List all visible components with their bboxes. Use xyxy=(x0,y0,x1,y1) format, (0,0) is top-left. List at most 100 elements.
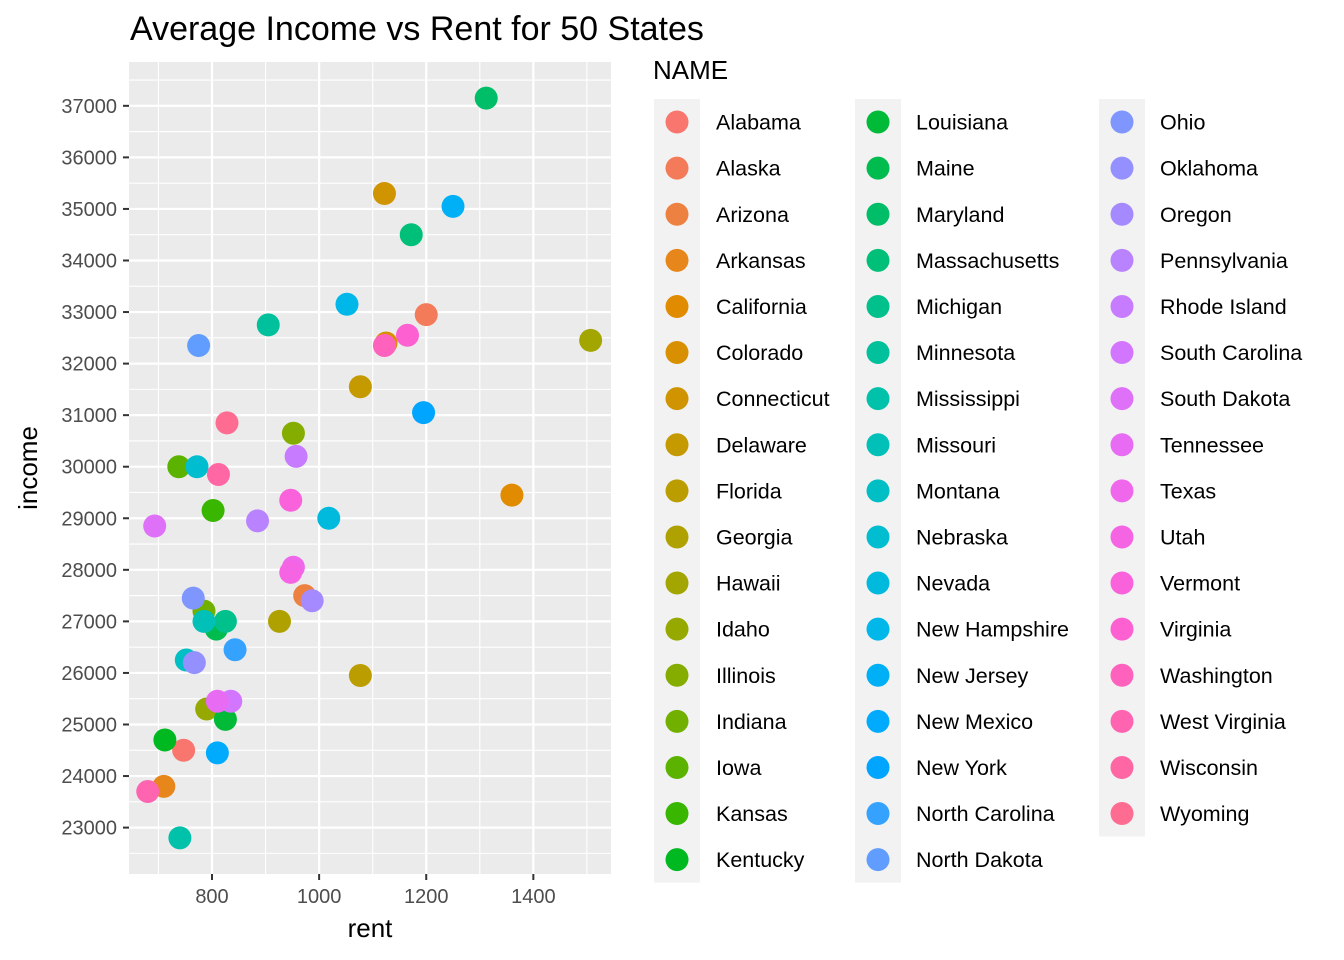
legend-label: New Jersey xyxy=(916,664,1029,688)
data-point xyxy=(412,401,436,425)
data-point xyxy=(279,560,303,584)
data-point xyxy=(187,334,211,358)
legend-label: Oregon xyxy=(1160,203,1232,227)
data-point xyxy=(167,455,191,479)
y-tick-label: 37000 xyxy=(61,96,117,118)
data-point xyxy=(213,609,237,633)
legend-label: Alaska xyxy=(716,157,781,181)
data-point xyxy=(395,323,419,347)
data-point xyxy=(172,738,196,762)
legend-key xyxy=(665,802,689,826)
legend-label: Arizona xyxy=(716,203,789,227)
data-point xyxy=(372,334,396,358)
x-tick-label: 800 xyxy=(195,886,228,908)
data-point xyxy=(213,707,237,731)
x-tick-label: 1400 xyxy=(511,886,556,908)
legend-key xyxy=(665,387,689,411)
y-tick-label: 28000 xyxy=(61,560,117,582)
legend-label: Idaho xyxy=(716,618,770,642)
legend-label: Iowa xyxy=(716,756,761,780)
legend-label: Wyoming xyxy=(1160,802,1249,826)
legend-key xyxy=(1110,663,1134,687)
legend-key xyxy=(866,525,890,549)
legend-label: Delaware xyxy=(716,433,807,457)
data-point xyxy=(474,86,498,110)
data-point xyxy=(281,421,305,445)
legend-label: Hawaii xyxy=(716,572,781,596)
legend-key xyxy=(1110,387,1134,411)
legend-key xyxy=(665,571,689,595)
legend-label: Arkansas xyxy=(716,249,806,273)
legend-label: Utah xyxy=(1160,525,1205,549)
legend-label: Rhode Island xyxy=(1160,295,1287,319)
legend-key xyxy=(1110,802,1134,826)
legend-key xyxy=(665,709,689,733)
y-tick-label: 36000 xyxy=(61,147,117,169)
legend-label: Maryland xyxy=(916,203,1004,227)
legend-label: North Carolina xyxy=(916,802,1055,826)
legend-label: Alabama xyxy=(716,111,801,135)
legend-label: West Virginia xyxy=(1160,710,1286,734)
x-axis-ticks: 800 1000 1200 1400 xyxy=(195,874,556,908)
legend-label: Tennessee xyxy=(1160,433,1264,457)
legend-key xyxy=(665,433,689,457)
legend-key xyxy=(866,387,890,411)
data-point xyxy=(246,509,270,533)
legend-key xyxy=(665,294,689,318)
y-tick-label: 26000 xyxy=(61,663,117,685)
legend-label: South Dakota xyxy=(1160,387,1290,411)
x-tick-label: 1200 xyxy=(404,886,449,908)
legend-key xyxy=(866,433,890,457)
data-point xyxy=(414,303,438,327)
legend-label: New Hampshire xyxy=(916,618,1069,642)
legend-label: North Dakota xyxy=(916,848,1043,872)
data-point xyxy=(206,462,230,486)
y-axis-ticks: 23000 24000 25000 26000 27000 28000 29000 30000… xyxy=(61,96,129,840)
data-point xyxy=(372,181,396,205)
y-tick-label: 29000 xyxy=(61,508,117,530)
data-point xyxy=(267,609,291,633)
data-points xyxy=(136,86,603,850)
y-axis-title: income xyxy=(13,426,43,510)
legend-label: Vermont xyxy=(1160,572,1240,596)
legend-label: Massachusetts xyxy=(916,249,1059,273)
y-tick-label: 32000 xyxy=(61,354,117,376)
legend-label: Minnesota xyxy=(916,341,1015,365)
data-point xyxy=(348,375,372,399)
data-point xyxy=(348,664,372,688)
legend-key xyxy=(665,663,689,687)
data-point xyxy=(335,292,359,316)
legend-label: Washington xyxy=(1160,664,1273,688)
legend-key xyxy=(665,479,689,503)
legend-key xyxy=(866,617,890,641)
legend-key xyxy=(665,202,689,226)
legend-key xyxy=(1110,110,1134,134)
legend: Alabama Alaska Arizona Arkansas California Co… xyxy=(654,99,1302,883)
y-tick-label: 33000 xyxy=(61,302,117,324)
data-point xyxy=(399,223,423,247)
legend-key xyxy=(665,617,689,641)
data-point xyxy=(223,638,247,662)
x-axis-title: rent xyxy=(348,913,394,943)
legend-key xyxy=(866,848,890,872)
data-point xyxy=(205,689,229,713)
legend-key xyxy=(665,156,689,180)
y-tick-label: 27000 xyxy=(61,611,117,633)
data-point xyxy=(256,313,280,337)
data-point xyxy=(441,194,465,218)
legend-label: Colorado xyxy=(716,341,803,365)
legend-key xyxy=(866,202,890,226)
legend-key xyxy=(1110,571,1134,595)
legend-key xyxy=(866,341,890,365)
legend-key xyxy=(665,110,689,134)
data-point xyxy=(215,411,239,435)
legend-label: Michigan xyxy=(916,295,1002,319)
legend-key xyxy=(1110,248,1134,272)
legend-key xyxy=(665,341,689,365)
x-tick-label: 1000 xyxy=(297,886,342,908)
legend-label: California xyxy=(716,295,807,319)
legend-key xyxy=(1110,156,1134,180)
legend-key xyxy=(866,802,890,826)
legend-label: Mississippi xyxy=(916,387,1020,411)
